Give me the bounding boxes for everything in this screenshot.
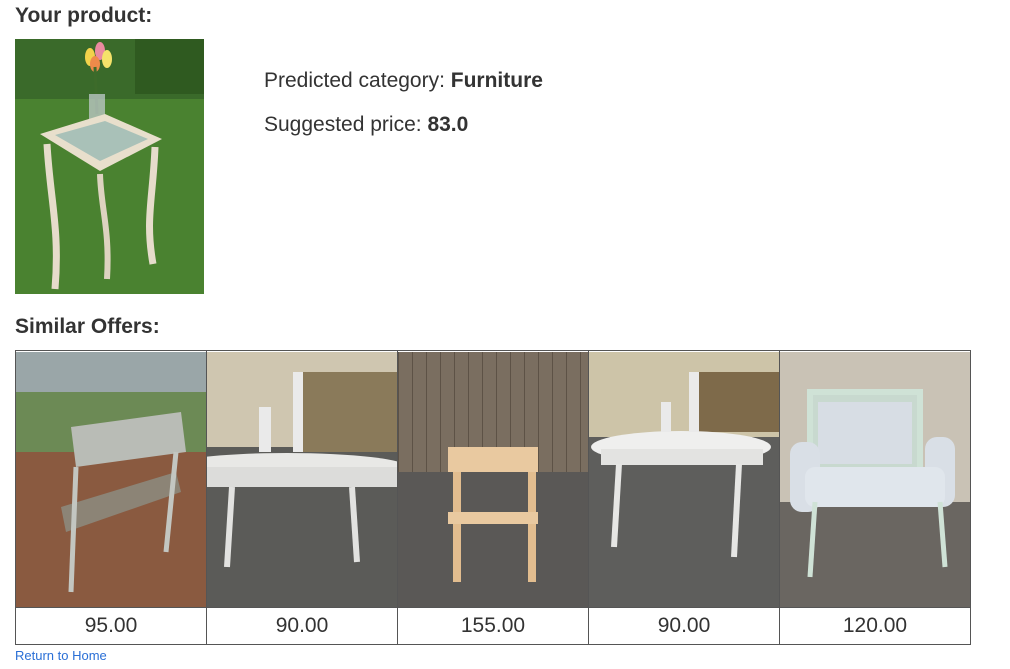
offer-image-cell bbox=[206, 350, 398, 608]
offer-image[interactable] bbox=[207, 351, 397, 607]
suggested-price: Suggested price: 83.0 bbox=[264, 113, 469, 136]
offer-image[interactable] bbox=[589, 351, 779, 607]
offer-image[interactable] bbox=[780, 351, 970, 607]
similar-offers-heading: Similar Offers: bbox=[15, 315, 160, 338]
offer-image[interactable] bbox=[16, 351, 206, 607]
predicted-category: Predicted category: Furniture bbox=[264, 69, 543, 92]
offer-price: 90.00 bbox=[206, 607, 398, 645]
product-image bbox=[15, 39, 204, 294]
offer-price: 155.00 bbox=[397, 607, 589, 645]
offer-image-cell bbox=[779, 350, 971, 608]
offer-price: 120.00 bbox=[779, 607, 971, 645]
return-to-home-link[interactable]: Return to Home bbox=[15, 648, 107, 663]
category-value: Furniture bbox=[450, 69, 543, 92]
offer-price: 90.00 bbox=[588, 607, 780, 645]
offer-image-cell bbox=[588, 350, 780, 608]
product-info: Predicted category: Furniture Suggested … bbox=[264, 66, 543, 154]
offer-image-cell bbox=[15, 350, 207, 608]
your-product-heading: Your product: bbox=[15, 4, 153, 27]
offer-image[interactable] bbox=[398, 351, 588, 607]
similar-offers-table: 95.00 90.00 155.00 90.00 120.00 bbox=[15, 350, 971, 645]
offer-price: 95.00 bbox=[15, 607, 207, 645]
price-value: 83.0 bbox=[427, 113, 469, 136]
offer-image-cell bbox=[397, 350, 589, 608]
